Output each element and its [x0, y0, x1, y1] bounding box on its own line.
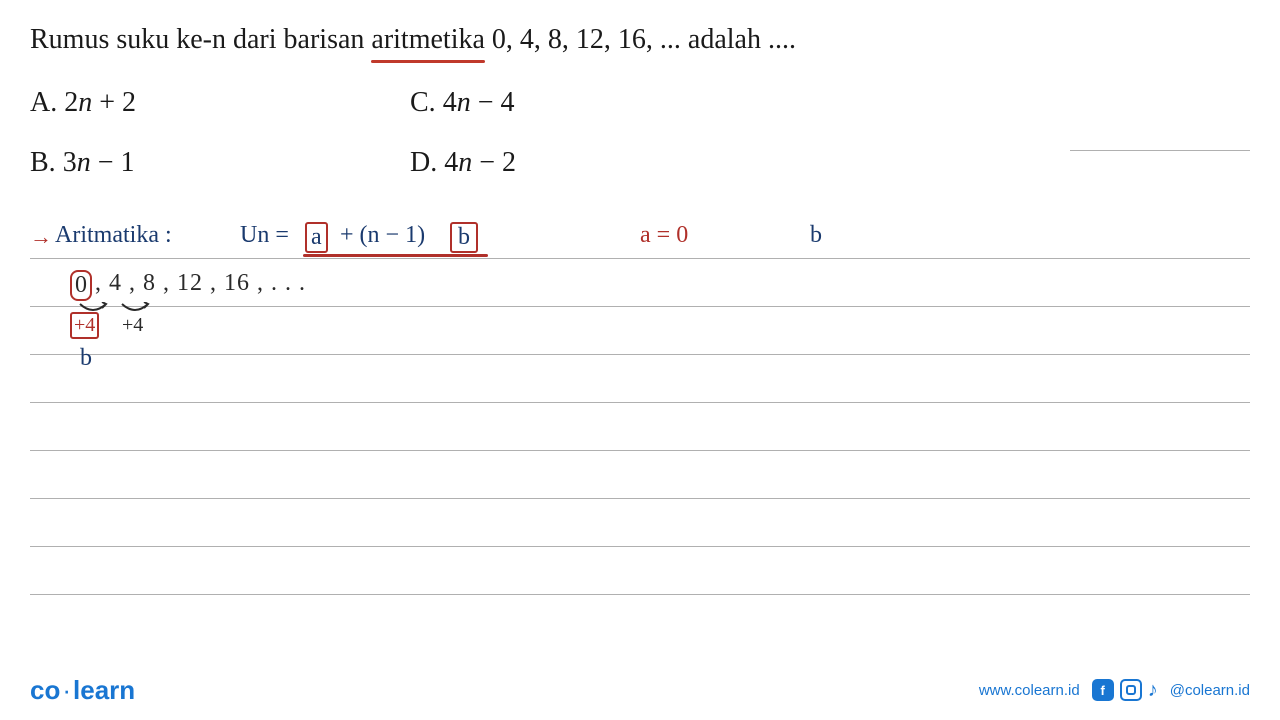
arrow-icon: →	[30, 224, 52, 250]
option-b: B. 3n − 1	[30, 147, 410, 179]
option-c: C. 4n − 4	[410, 87, 790, 119]
rule-line	[30, 354, 1250, 355]
handwriting-seq-rest: , 4 , 8 , 12 , 16 , . . .	[95, 270, 306, 297]
box-plus4: +4	[70, 312, 99, 339]
handwriting-formula-a: a	[305, 222, 328, 253]
colearn-logo: co·learn	[30, 675, 135, 706]
formula-underline	[303, 254, 488, 257]
logo-dot: ·	[62, 675, 71, 705]
option-d: D. 4n − 2	[410, 147, 790, 179]
logo-learn: learn	[73, 675, 135, 705]
red-underline	[371, 60, 485, 63]
handwriting-b-right: b	[810, 222, 822, 249]
rule-line	[30, 546, 1250, 547]
footer-right: www.colearn.id f ♪ @colearn.id	[979, 679, 1250, 702]
ruled-paper-area: → Aritmatika : Un = a + (n − 1) b a = 0 …	[0, 210, 1280, 660]
rule-line	[30, 402, 1250, 403]
facebook-icon[interactable]: f	[1092, 679, 1114, 701]
rule-line	[30, 306, 1250, 307]
tiktok-icon[interactable]: ♪	[1148, 679, 1158, 702]
social-handle[interactable]: @colearn.id	[1170, 682, 1250, 699]
question-prefix: Rumus suku ke-n dari barisan	[30, 24, 371, 55]
answer-options: A. 2n + 2 C. 4n − 4 B. 3n − 1 D. 4n − 2	[30, 87, 1250, 179]
question-area: Rumus suku ke-n dari barisan aritmetika …	[0, 0, 1280, 219]
underlined-word: aritmetika	[371, 20, 485, 59]
rule-line	[30, 258, 1250, 259]
instagram-icon[interactable]	[1120, 679, 1142, 701]
website-link[interactable]: www.colearn.id	[979, 682, 1080, 699]
option-a: A. 2n + 2	[30, 87, 410, 119]
box-zero: 0	[70, 270, 92, 301]
rule-line	[30, 498, 1250, 499]
handwriting-un: Un =	[240, 222, 289, 249]
rule-line	[30, 450, 1250, 451]
question-text: Rumus suku ke-n dari barisan aritmetika …	[30, 20, 1250, 59]
box-b: b	[450, 222, 478, 253]
handwriting-plus4-2: +4	[122, 314, 143, 337]
handwriting-formula-b: b	[450, 222, 478, 253]
handwriting-b-bottom: b	[80, 345, 92, 372]
footer: co·learn www.colearn.id f ♪ @colearn.id	[0, 660, 1280, 720]
rule-line	[30, 594, 1250, 595]
handwriting-aritmatika: Aritmatika :	[55, 222, 172, 249]
question-suffix: 0, 4, 8, 12, 16, ... adalah ....	[485, 24, 796, 55]
social-icons: f ♪	[1092, 679, 1158, 702]
short-rule-line	[1070, 150, 1250, 151]
handwriting-seq-first: 0	[70, 270, 92, 301]
logo-co: co	[30, 675, 60, 705]
box-a: a	[305, 222, 328, 253]
handwriting-plus-n1: + (n − 1)	[340, 222, 425, 249]
handwriting-plus4-1: +4	[70, 312, 99, 339]
handwriting-a-equals: a = 0	[640, 222, 688, 249]
